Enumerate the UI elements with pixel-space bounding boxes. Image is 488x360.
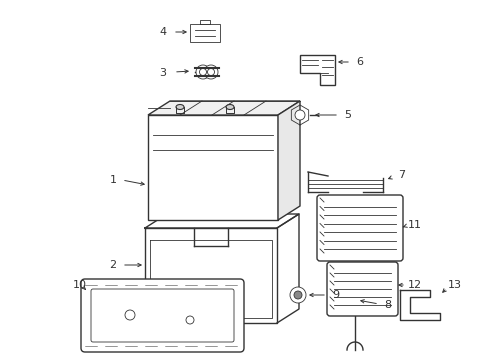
Circle shape [185, 316, 194, 324]
Circle shape [203, 65, 218, 79]
Polygon shape [299, 55, 334, 85]
Circle shape [207, 68, 214, 76]
Text: 13: 13 [447, 280, 461, 290]
Text: 2: 2 [109, 260, 116, 270]
Circle shape [294, 110, 305, 120]
Circle shape [293, 291, 302, 299]
Text: 12: 12 [407, 280, 421, 290]
Text: 6: 6 [356, 57, 363, 67]
Text: 9: 9 [332, 290, 339, 300]
Bar [148, 115, 278, 220]
FancyBboxPatch shape [326, 262, 397, 316]
Text: 11: 11 [407, 220, 421, 230]
Polygon shape [278, 101, 299, 220]
Circle shape [289, 287, 305, 303]
Ellipse shape [176, 104, 183, 109]
Text: 4: 4 [159, 27, 166, 37]
Bar [190, 24, 220, 42]
Circle shape [125, 310, 135, 320]
Text: 10: 10 [73, 280, 87, 290]
Circle shape [199, 68, 206, 76]
Ellipse shape [225, 104, 234, 109]
FancyBboxPatch shape [91, 289, 234, 342]
FancyBboxPatch shape [81, 279, 244, 352]
FancyBboxPatch shape [316, 195, 402, 261]
Text: 8: 8 [384, 300, 391, 310]
Text: 7: 7 [398, 170, 405, 180]
Polygon shape [148, 101, 299, 115]
Text: 3: 3 [159, 68, 166, 78]
Text: 5: 5 [344, 110, 351, 120]
Circle shape [196, 65, 209, 79]
Text: 1: 1 [109, 175, 116, 185]
